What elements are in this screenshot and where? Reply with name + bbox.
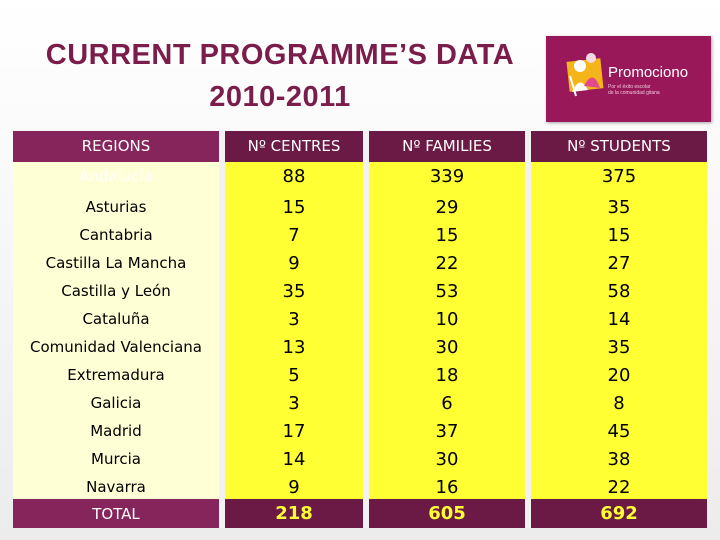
families-cell: 18 — [435, 365, 459, 386]
total-label: TOTAL — [92, 505, 140, 523]
families-cell: 15 — [435, 225, 459, 246]
regions-column-bg — [13, 131, 219, 528]
students-cell: 15 — [607, 225, 631, 246]
centres-cell: 3 — [288, 393, 300, 414]
centres-cell: 13 — [282, 337, 306, 358]
region-cell: Extremadura — [67, 366, 165, 384]
total-families-cell: 605 — [428, 503, 466, 524]
centres-cell: 9 — [288, 477, 300, 498]
students-cell: 8 — [613, 393, 625, 414]
centres-cell: 9 — [288, 253, 300, 274]
centres-cell: 5 — [288, 365, 300, 386]
family-logo-icon — [566, 53, 604, 97]
region-cell: Galicia — [90, 394, 142, 412]
centres-cell: 35 — [282, 281, 306, 302]
region-cell: Andalucía — [79, 167, 153, 185]
families-cell: 37 — [435, 421, 459, 442]
logo-tagline-2: de la comunidad gitana — [608, 90, 660, 96]
centres-cell: 15 — [282, 197, 306, 218]
students-cell: 58 — [607, 281, 631, 302]
region-cell: Madrid — [90, 422, 142, 440]
region-cell: Comunidad Valenciana — [30, 338, 202, 356]
programme-data-table: REGIONS Nº CENTRES Nº FAMILIES Nº STUDEN… — [13, 131, 707, 528]
title-line-1: CURRENT PROGRAMME’S DATA — [45, 39, 515, 71]
header-regions: REGIONS — [81, 137, 151, 155]
header-students: Nº STUDENTS — [567, 137, 671, 155]
students-cell: 27 — [607, 253, 631, 274]
students-cell: 22 — [607, 477, 631, 498]
promociono-logo: Promociono Por el éxito escolar de la co… — [546, 36, 711, 122]
students-cell: 35 — [607, 337, 631, 358]
students-cell: 35 — [607, 197, 631, 218]
total-centres-cell: 218 — [275, 503, 313, 524]
families-cell: 22 — [435, 253, 459, 274]
families-cell: 30 — [435, 449, 459, 470]
region-cell: Castilla y León — [61, 282, 171, 300]
students-cell: 38 — [607, 449, 631, 470]
families-cell: 53 — [435, 281, 459, 302]
families-cell: 16 — [435, 477, 459, 498]
centres-cell: 88 — [282, 166, 306, 187]
region-cell: Cantabria — [79, 226, 153, 244]
students-cell: 20 — [607, 365, 631, 386]
region-cell: Cataluña — [82, 310, 150, 328]
families-cell: 10 — [435, 309, 459, 330]
page-title: CURRENT PROGRAMME’S DATA 2010-2011 — [20, 34, 540, 118]
families-cell: 6 — [441, 393, 453, 414]
centres-cell: 17 — [282, 421, 306, 442]
students-cell: 14 — [607, 309, 631, 330]
total-students-cell: 692 — [600, 503, 638, 524]
header-families: Nº FAMILIES — [402, 137, 492, 155]
title-line-2: 2010-2011 — [209, 81, 351, 113]
families-cell: 29 — [435, 197, 459, 218]
header-row — [13, 131, 707, 162]
centres-cell: 3 — [288, 309, 300, 330]
total-row — [13, 499, 707, 528]
logo-brand-name: Promociono — [608, 64, 689, 81]
families-cell: 30 — [435, 337, 459, 358]
centres-cell: 14 — [282, 449, 306, 470]
families-cell: 339 — [429, 166, 465, 187]
logo-tagline-1: Por el éxito escolar — [608, 84, 651, 90]
students-cell: 45 — [607, 421, 631, 442]
centres-cell: 7 — [288, 225, 300, 246]
region-cell: Asturias — [85, 198, 147, 216]
region-cell: Navarra — [86, 478, 146, 496]
header-centres: Nº CENTRES — [247, 137, 341, 155]
region-cell: Murcia — [91, 450, 141, 468]
region-cell: Castilla La Mancha — [45, 254, 187, 272]
students-cell: 375 — [601, 166, 637, 187]
